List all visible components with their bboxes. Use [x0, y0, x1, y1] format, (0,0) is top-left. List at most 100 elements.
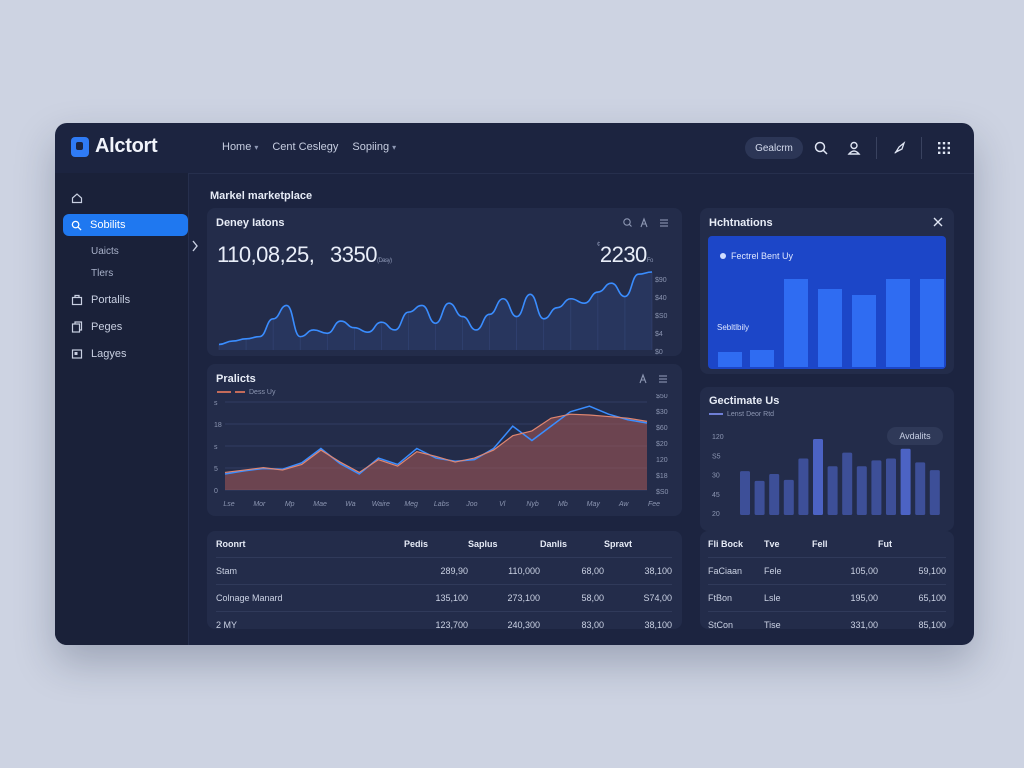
table-row[interactable]: StCon Tise 331,00 85,100 — [708, 612, 946, 639]
table-cell: 105,00 — [812, 557, 878, 585]
menu-icon[interactable] — [659, 375, 667, 383]
y-tick-label: $4 — [655, 331, 663, 338]
text-icon[interactable] — [640, 217, 648, 228]
sidebar-item-portalils[interactable]: Portalils — [63, 289, 130, 311]
x-tick-label: Mor — [253, 501, 266, 508]
chip: Fectrel Bent Uy — [720, 251, 793, 261]
metric-value-b-number: 3350 — [330, 242, 377, 267]
avdalits-badge[interactable]: Avdalits — [887, 427, 943, 445]
table-row[interactable]: Colnage Manard 135,100 273,100 58,00 S74… — [216, 584, 672, 612]
table-cell: Fele — [764, 557, 812, 585]
column-header[interactable]: Danlis — [540, 531, 604, 558]
sidebar-item-peges[interactable]: Peges — [63, 316, 122, 338]
collapse-chevron-icon[interactable] — [191, 240, 199, 252]
table-row[interactable]: FaCiaan Fele 105,00 59,100 — [708, 557, 946, 585]
table-cell: 65,100 — [878, 584, 946, 612]
table-row[interactable]: Stam 289,90 110,000 68,00 38,100 — [216, 557, 672, 585]
bar — [900, 448, 911, 515]
y-tick-label: 45 — [712, 492, 720, 499]
bar — [827, 466, 838, 515]
card-toolbar — [639, 373, 667, 384]
gealcrm-button[interactable]: Gealcrm — [745, 137, 803, 159]
column-header[interactable]: Tve — [764, 531, 812, 558]
bar — [842, 452, 853, 515]
gectimate-card: Gectimate Us Lenst Deor Rtd Avdalits 120… — [700, 387, 954, 531]
top-bar: Alctort Home ▾ Cent Ceslegy Sopiing ▾ Geal… — [55, 123, 974, 174]
nav-sopiing-label: Sopiing — [352, 141, 390, 153]
table-cell: 58,00 — [540, 584, 604, 612]
bar — [750, 350, 774, 367]
table-cell: 83,00 — [581, 620, 604, 630]
y-tick-label: $S0 — [655, 313, 668, 320]
close-icon[interactable] — [933, 217, 943, 227]
metric-value-b: 3350(Dasy) — [330, 242, 392, 268]
brand-logo[interactable]: Alctort — [71, 135, 158, 158]
x-tick-label: Mb — [558, 501, 568, 508]
table-row[interactable]: 2 MY 123,700 240,300 83,00 38,100 — [216, 612, 672, 639]
x-tick-label: Joo — [465, 501, 477, 508]
bar — [856, 466, 867, 515]
layers-icon — [71, 349, 83, 359]
column-header[interactable]: Saplus — [468, 531, 540, 558]
nav-sopiing[interactable]: Sopiing ▾ — [352, 141, 396, 153]
x-tick-label: May — [587, 501, 601, 508]
table-cell: 273,100 — [468, 584, 540, 612]
x-tick-label: Meg — [404, 501, 418, 508]
y-tick-label: 120 — [656, 457, 668, 464]
pralicts-area-chart: s 18 s 5 0 $50 $30 $60 $20 120 $18 $S0 Lse Mor Mp Mae Wa… — [214, 394, 669, 508]
metric-value-c-number: 2230 — [599, 242, 647, 267]
toolbar-divider — [921, 137, 922, 159]
sidebar-item-sobilits[interactable]: Sobilits — [63, 214, 188, 236]
card-title: Pralicts — [216, 373, 256, 385]
series-line-blue — [224, 405, 648, 475]
y-tick-label: 5 — [214, 466, 218, 473]
menu-icon[interactable] — [660, 219, 668, 227]
text-icon[interactable] — [639, 373, 647, 384]
metric-value-a: 110,08,25, — [217, 242, 315, 267]
column-header[interactable]: Fli Bock — [708, 531, 764, 558]
table-cell: 2 MY — [216, 620, 238, 630]
bar — [813, 438, 823, 515]
search-icon[interactable] — [623, 218, 632, 227]
x-tick-label: Lse — [223, 501, 234, 508]
sidebar-item-label: Lagyes — [91, 348, 127, 360]
y-tick-label: $18 — [656, 473, 668, 480]
y-tick-label: s — [214, 400, 218, 407]
bar — [852, 295, 876, 367]
bar — [886, 279, 910, 367]
bar — [754, 480, 765, 515]
y-tick-label: 120 — [712, 434, 724, 441]
sidebar-item-label: Peges — [91, 321, 123, 333]
sidebar-item-lagyes[interactable]: Lagyes — [63, 343, 126, 365]
x-tick-label: Vl — [499, 501, 506, 508]
bar — [769, 474, 780, 515]
apps-grid-icon[interactable] — [935, 139, 953, 157]
y-tick-label: $S0 — [656, 489, 669, 496]
nav-home[interactable]: Home ▾ — [222, 141, 258, 153]
y-tick-label: 0 — [214, 488, 218, 495]
sidebar-subitem-uaicts[interactable]: Uaicts — [91, 246, 119, 257]
sidebar-item-home[interactable] — [63, 187, 83, 209]
column-header[interactable]: Fell — [812, 531, 878, 558]
hchtnations-bar-chart — [708, 236, 946, 369]
table-cell: 85,100 — [918, 620, 946, 630]
card-title: Deney Iatons — [216, 217, 285, 229]
table-header-row: Roonrt Pedis Saplus Danlis Spravt — [216, 531, 672, 558]
card-title: Gectimate Us — [709, 395, 780, 407]
column-header[interactable]: Fut — [878, 531, 946, 558]
x-tick-label: Nyb — [526, 501, 539, 508]
table-row[interactable]: FtBon Lsle 195,00 65,100 — [708, 584, 946, 612]
column-header[interactable]: Pedis — [404, 531, 468, 558]
nav-cent-ceslegy[interactable]: Cent Ceslegy — [272, 141, 338, 153]
user-icon[interactable] — [845, 139, 863, 157]
table-cell: 110,000 — [468, 557, 540, 585]
sidebar-subitem-tlers[interactable]: Tlers — [91, 268, 114, 279]
rocket-icon[interactable] — [891, 139, 909, 157]
area-fill — [219, 272, 652, 350]
bar — [915, 462, 926, 515]
sidebar: Sobilits Uaicts Tlers Portalils Peges La… — [55, 173, 189, 645]
search-icon[interactable] — [812, 139, 830, 157]
column-header[interactable]: Spravt — [604, 531, 672, 558]
table-cell: Stam — [216, 557, 404, 585]
column-header[interactable]: Roonrt — [216, 531, 404, 558]
